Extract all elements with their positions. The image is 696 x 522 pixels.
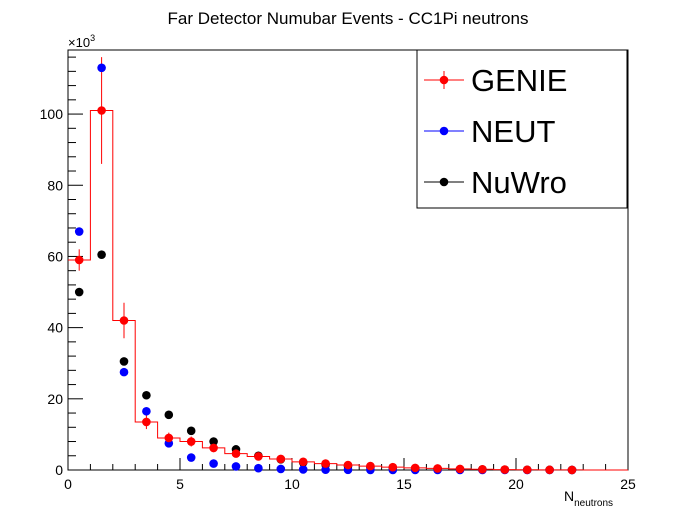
data-point-nuwro xyxy=(209,437,218,446)
data-point-genie xyxy=(410,463,420,473)
x-tick-label: 0 xyxy=(64,476,72,492)
legend-label: NEUT xyxy=(471,114,555,149)
data-point-nuwro xyxy=(119,357,129,366)
data-point-genie xyxy=(276,454,286,464)
x-tick-label: 15 xyxy=(396,476,412,492)
y-axis-multiplier: ×103 xyxy=(68,33,95,50)
x-tick-label: 25 xyxy=(620,476,636,492)
x-tick-label: 5 xyxy=(176,476,184,492)
data-point-genie xyxy=(164,433,174,443)
data-point-nuwro xyxy=(74,287,84,297)
data-point-genie xyxy=(500,465,510,474)
data-point-neut xyxy=(74,227,84,236)
y-tick-label: 40 xyxy=(47,320,63,336)
y-tick-label: 0 xyxy=(55,462,63,478)
x-axis-label: Nneutrons xyxy=(564,488,613,509)
data-point-genie xyxy=(186,437,196,446)
legend-label: NuWro xyxy=(471,165,567,200)
data-point-neut xyxy=(276,464,286,474)
series-layer xyxy=(68,57,628,475)
y-multiplier-base: ×10 xyxy=(68,35,90,50)
data-point-genie xyxy=(74,255,84,265)
data-point-genie xyxy=(209,443,218,453)
data-point-neut xyxy=(119,367,129,377)
y-tick-label: 100 xyxy=(40,106,64,122)
x-axis-label-main: N xyxy=(564,488,574,504)
chart-title: Far Detector Numubar Events - CC1Pi neut… xyxy=(168,9,529,28)
x-axis-tick-labels: 0 5 10 15 20 25 xyxy=(64,476,636,492)
x-axis-ticks xyxy=(67,458,629,470)
data-point-genie xyxy=(343,460,353,470)
legend-label: GENIE xyxy=(471,63,567,98)
data-point-genie xyxy=(142,417,151,427)
data-point-neut xyxy=(97,63,106,73)
y-multiplier-exponent: 3 xyxy=(90,33,95,43)
data-point-genie xyxy=(119,316,129,325)
data-point-neut xyxy=(254,463,263,473)
data-point-genie xyxy=(366,461,375,471)
data-point-neut xyxy=(298,465,308,474)
y-axis-ticks xyxy=(68,56,83,471)
data-point-genie xyxy=(433,464,442,473)
data-point-genie xyxy=(478,464,487,474)
data-point-genie xyxy=(97,106,106,115)
x-tick-label: 20 xyxy=(508,476,524,492)
data-point-genie xyxy=(298,457,308,467)
legend-marker xyxy=(439,177,449,187)
legend-marker xyxy=(439,126,449,136)
data-point-neut xyxy=(231,462,241,471)
y-tick-label: 20 xyxy=(47,391,63,407)
data-point-genie xyxy=(567,465,577,475)
data-point-nuwro xyxy=(186,426,196,436)
x-axis-label-subscript: neutrons xyxy=(574,498,613,509)
data-point-nuwro xyxy=(97,250,106,259)
data-point-nuwro xyxy=(142,390,151,400)
y-axis-tick-labels: 0 20 40 60 80 100 xyxy=(40,106,64,478)
data-point-genie xyxy=(231,449,241,458)
y-tick-label: 60 xyxy=(47,248,63,264)
legend-entries: GENIE NEUT NuWro xyxy=(424,63,567,200)
data-point-genie xyxy=(388,462,398,472)
data-point-neut xyxy=(142,406,151,416)
legend: GENIE NEUT NuWro xyxy=(416,49,628,209)
data-point-neut xyxy=(209,459,218,468)
y-tick-label: 80 xyxy=(47,177,63,193)
data-point-nuwro xyxy=(164,410,174,420)
data-point-genie xyxy=(455,464,465,474)
data-point-genie xyxy=(254,452,263,461)
histogram-line-genie xyxy=(68,110,628,471)
legend-marker xyxy=(439,75,449,85)
data-point-genie xyxy=(321,459,330,468)
data-point-genie xyxy=(545,465,554,475)
x-tick-label: 10 xyxy=(284,476,300,492)
data-point-neut xyxy=(186,453,196,462)
data-point-neut xyxy=(321,465,330,475)
data-point-genie xyxy=(522,465,532,475)
